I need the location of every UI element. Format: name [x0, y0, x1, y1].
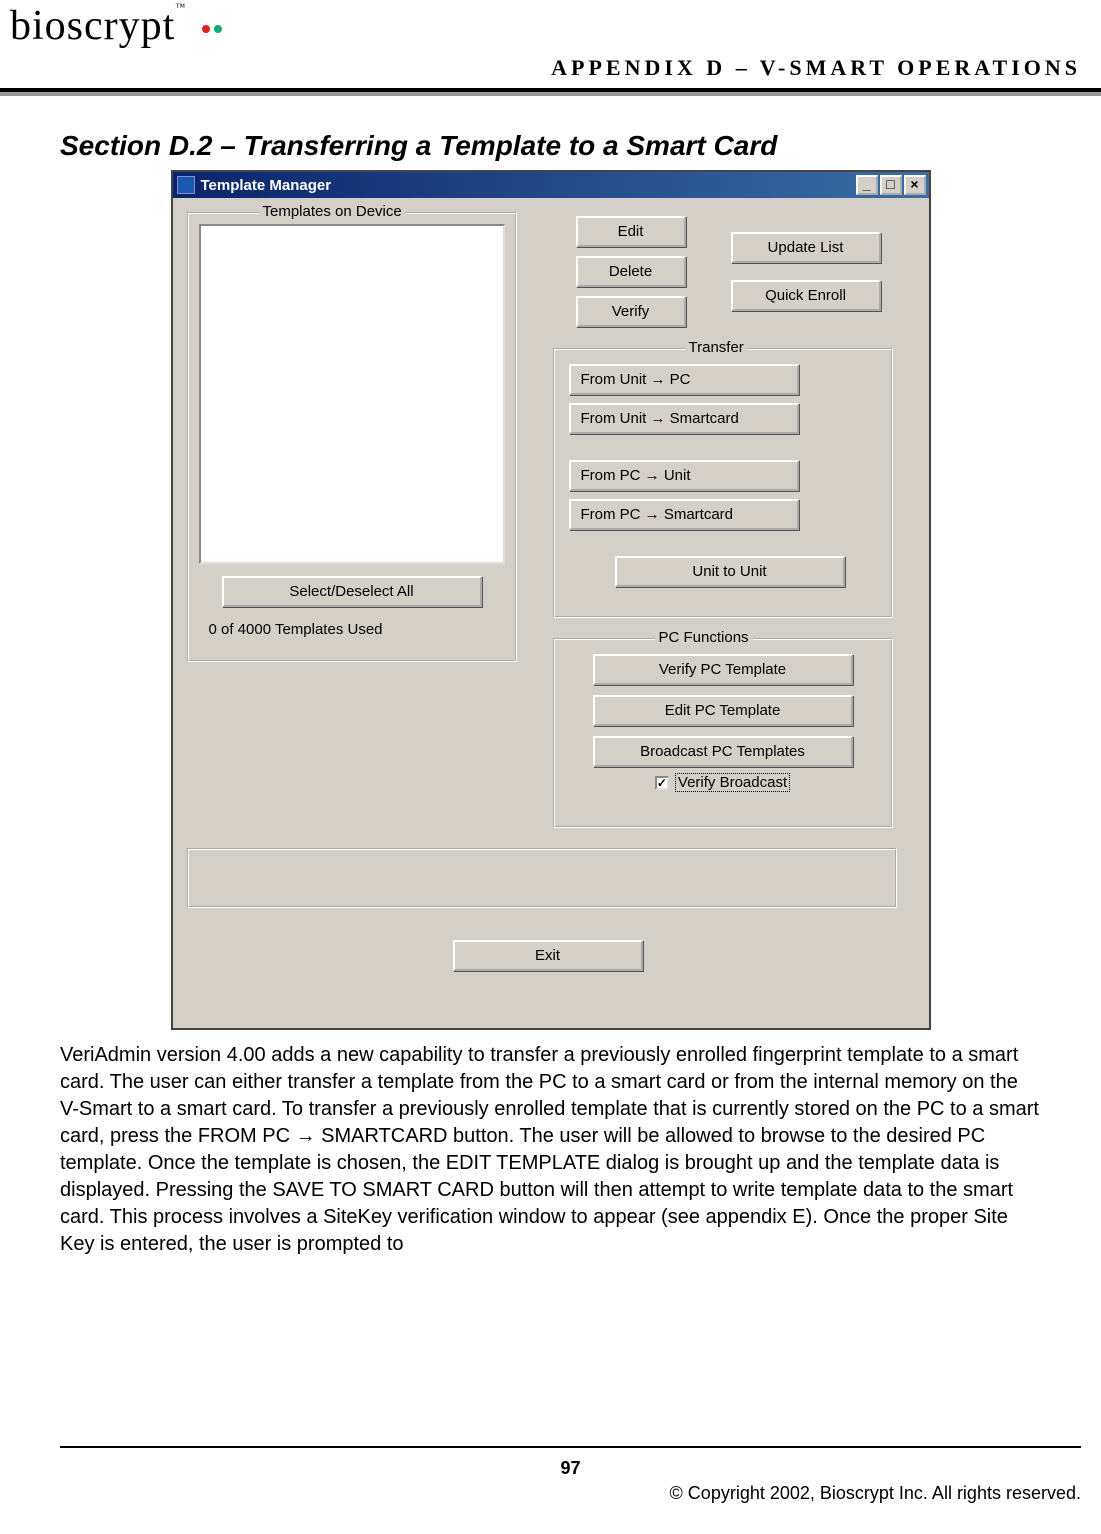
- transfer-group: Transfer From Unit → PC From Unit → Smar…: [553, 348, 893, 618]
- verify-button[interactable]: Verify: [576, 296, 686, 327]
- transfer-legend: Transfer: [685, 339, 748, 356]
- logo-text: bioscrypt: [10, 3, 175, 49]
- appendix-label: APPENDIX D – V-SMART OPERATIONS: [551, 55, 1081, 81]
- footer: 97 © Copyright 2002, Bioscrypt Inc. All …: [0, 1436, 1101, 1504]
- minimize-button[interactable]: _: [856, 175, 878, 195]
- from-unit-to-pc-button[interactable]: From Unit → PC: [569, 364, 799, 395]
- maximize-button[interactable]: □: [880, 175, 902, 195]
- edit-pc-template-button[interactable]: Edit PC Template: [593, 695, 853, 726]
- section-title: Section D.2 – Transferring a Template to…: [60, 130, 1041, 162]
- close-button[interactable]: ×: [904, 175, 926, 195]
- unit-to-unit-button[interactable]: Unit to Unit: [615, 556, 845, 587]
- delete-button[interactable]: Delete: [576, 256, 686, 287]
- quick-enroll-button[interactable]: Quick Enroll: [731, 280, 881, 311]
- header-rule: [0, 88, 1101, 92]
- templates-group-legend: Templates on Device: [259, 203, 406, 220]
- footer-rule: [60, 1446, 1081, 1448]
- from-pc-to-smartcard-button[interactable]: From PC → Smartcard: [569, 499, 799, 530]
- logo: bioscrypt™: [10, 2, 210, 50]
- window-title: Template Manager: [201, 177, 332, 194]
- status-area: [187, 848, 897, 908]
- exit-button[interactable]: Exit: [453, 940, 643, 971]
- titlebar: Template Manager _ □ ×: [173, 172, 929, 198]
- template-manager-window: Template Manager _ □ × Templates on Devi…: [171, 170, 931, 1030]
- pc-functions-group: PC Functions Verify PC Template Edit PC …: [553, 638, 893, 828]
- select-deselect-all-button[interactable]: Select/Deselect All: [222, 576, 482, 607]
- body-paragraph: VeriAdmin version 4.00 adds a new capabi…: [60, 1042, 1041, 1258]
- verify-broadcast-label: Verify Broadcast: [675, 773, 790, 792]
- templates-on-device-group: Templates on Device Select/Deselect All …: [187, 212, 517, 662]
- templates-used-label: 0 of 4000 Templates Used: [209, 621, 505, 638]
- templates-listbox[interactable]: [199, 224, 505, 564]
- verify-pc-template-button[interactable]: Verify PC Template: [593, 654, 853, 685]
- page-number: 97: [60, 1458, 1081, 1479]
- broadcast-pc-templates-button[interactable]: Broadcast PC Templates: [593, 736, 853, 767]
- from-pc-to-unit-button[interactable]: From PC → Unit: [569, 460, 799, 491]
- pc-functions-legend: PC Functions: [655, 629, 753, 646]
- edit-button[interactable]: Edit: [576, 216, 686, 247]
- copyright: © Copyright 2002, Bioscrypt Inc. All rig…: [60, 1483, 1081, 1504]
- update-list-button[interactable]: Update List: [731, 232, 881, 263]
- verify-broadcast-checkbox[interactable]: ✓: [655, 776, 669, 790]
- trademark: ™: [175, 2, 186, 13]
- window-icon: [177, 176, 195, 194]
- from-unit-to-smartcard-button[interactable]: From Unit → Smartcard: [569, 403, 799, 434]
